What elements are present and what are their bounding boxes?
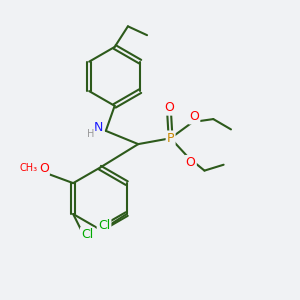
Text: P: P xyxy=(167,132,174,145)
Text: Cl: Cl xyxy=(81,228,93,241)
Text: CH₃: CH₃ xyxy=(19,164,37,173)
Text: Cl: Cl xyxy=(98,219,110,232)
Text: N: N xyxy=(94,121,103,134)
Text: O: O xyxy=(164,101,174,114)
Text: O: O xyxy=(39,162,49,175)
Text: H: H xyxy=(87,129,94,139)
Text: O: O xyxy=(186,156,196,169)
Text: O: O xyxy=(189,110,199,123)
